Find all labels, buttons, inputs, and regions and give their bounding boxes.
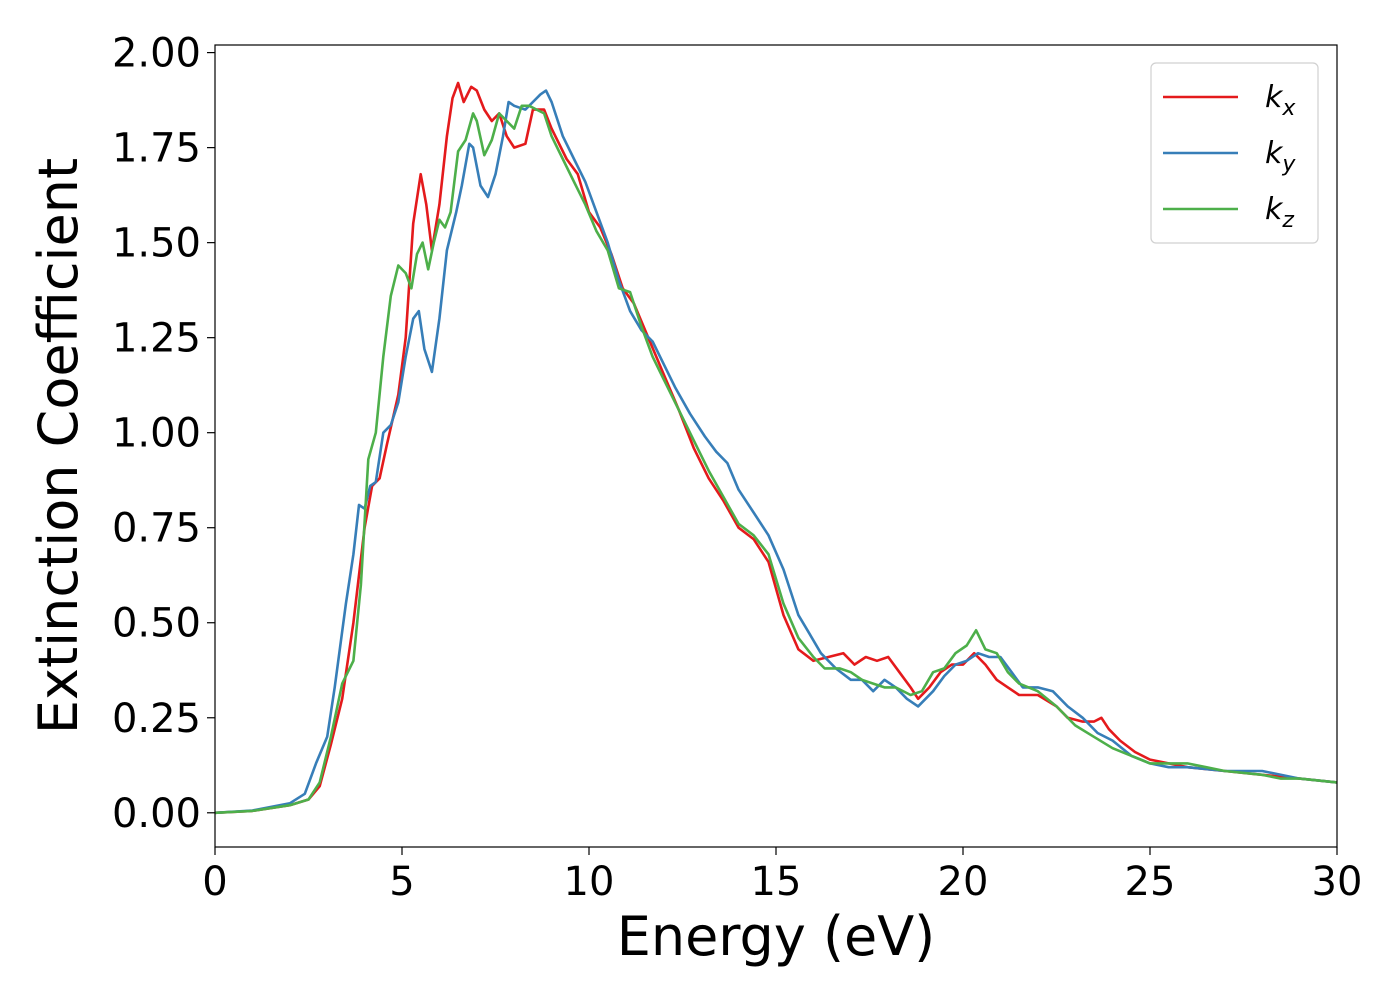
y-tick-label: 0.25 — [112, 696, 201, 742]
y-tick-label: 1.00 — [112, 411, 201, 457]
y-tick-label: 0.00 — [112, 791, 201, 837]
y-tick-label: 1.75 — [112, 126, 201, 172]
y-tick-label: 0.50 — [112, 601, 201, 647]
x-tick-label: 20 — [938, 859, 989, 905]
x-tick-label: 10 — [564, 859, 615, 905]
y-axis-title: Extinction Coefficient — [27, 158, 90, 734]
y-axis: 0.00 0.25 0.50 0.75 1.00 1.25 1.50 1.75 2.00 — [112, 31, 215, 837]
series-layer — [215, 81, 1337, 815]
x-axis: 0 5 10 15 20 25 30 — [202, 847, 1362, 905]
y-tick-label: 0.75 — [112, 506, 201, 552]
y-tick-label: 1.50 — [112, 221, 201, 267]
x-tick-label: 25 — [1125, 859, 1176, 905]
y-tick-label: 2.00 — [112, 31, 201, 77]
series-line-kz — [215, 104, 1337, 815]
x-tick-label: 30 — [1312, 859, 1363, 905]
y-tick-label: 1.25 — [112, 316, 201, 362]
x-axis-title: Energy (eV) — [617, 905, 936, 968]
series-line-ky — [215, 89, 1337, 815]
x-tick-label: 15 — [751, 859, 802, 905]
x-tick-label: 0 — [202, 859, 227, 905]
x-tick-label: 5 — [389, 859, 414, 905]
